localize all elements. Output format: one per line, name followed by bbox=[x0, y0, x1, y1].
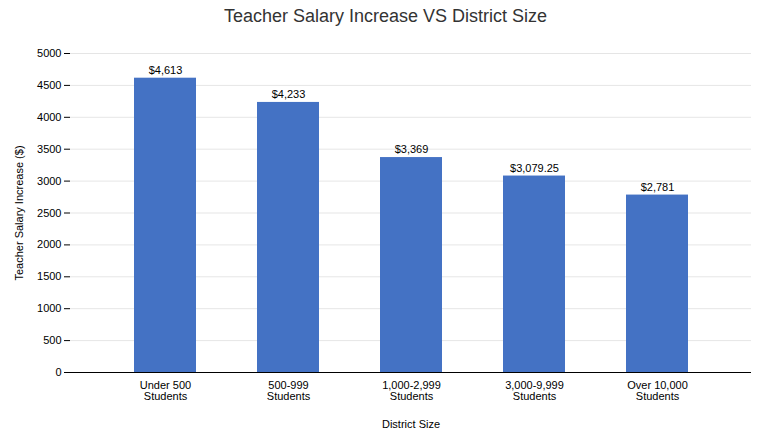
svg-text:0: 0 bbox=[55, 366, 61, 378]
svg-text:4000: 4000 bbox=[37, 111, 61, 123]
svg-text:3000: 3000 bbox=[37, 175, 61, 187]
svg-text:$3,369: $3,369 bbox=[395, 143, 429, 155]
svg-text:$2,781: $2,781 bbox=[641, 181, 675, 193]
svg-text:1000: 1000 bbox=[37, 302, 61, 314]
svg-text:Under 500Students: Under 500Students bbox=[140, 379, 191, 402]
html-text:Teacher Salary Increase VS Dis: Teacher Salary Increase VS District Size bbox=[223, 6, 548, 26]
svg-text:District Size: District Size bbox=[382, 418, 440, 430]
svg-text:3500: 3500 bbox=[37, 143, 61, 155]
svg-text:500: 500 bbox=[43, 334, 61, 346]
svg-text:2500: 2500 bbox=[37, 207, 61, 219]
svg-text:5000: 5000 bbox=[37, 47, 61, 59]
svg-text:1,000-2,999Students: 1,000-2,999Students bbox=[382, 379, 441, 402]
svg-text:$4,233: $4,233 bbox=[272, 88, 306, 100]
svg-text:4500: 4500 bbox=[37, 79, 61, 91]
svg-text:3,000-9,999Students: 3,000-9,999Students bbox=[505, 379, 564, 402]
svg-text:500-999Students: 500-999Students bbox=[267, 379, 311, 402]
svg-text:$3,079.25: $3,079.25 bbox=[510, 162, 559, 174]
svg-text:1500: 1500 bbox=[37, 270, 61, 282]
svg-text:Over 10,000Students: Over 10,000Students bbox=[627, 379, 688, 402]
svg-text:2000: 2000 bbox=[37, 238, 61, 250]
svg-text:$4,613: $4,613 bbox=[149, 64, 183, 76]
svg-text:Teacher Salary Increase ($): Teacher Salary Increase ($) bbox=[13, 145, 25, 280]
